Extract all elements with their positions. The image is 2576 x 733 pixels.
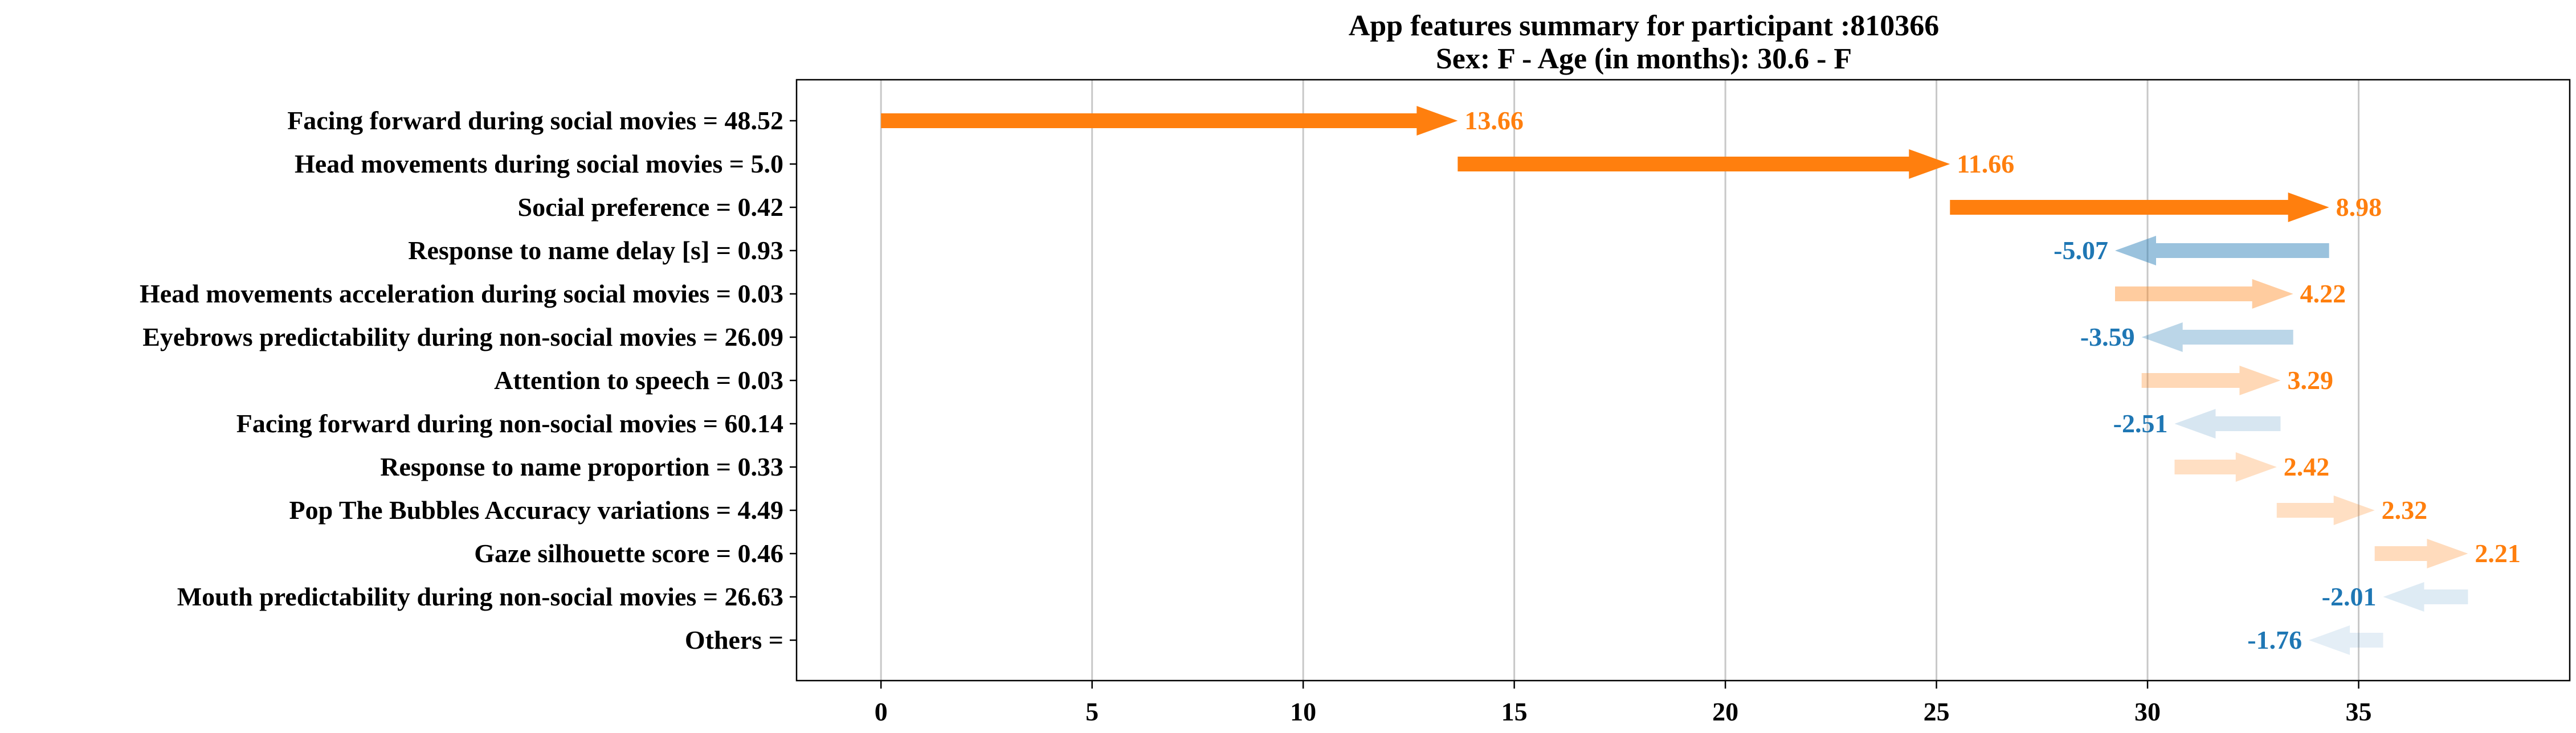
feature-label-4: Head movements acceleration during socia… [140, 279, 783, 308]
arrow-2 [1950, 193, 2329, 222]
arrow-5 [2142, 322, 2293, 352]
arrow-3 [2115, 236, 2329, 265]
feature-label-1: Head movements during social movies = 5.… [295, 149, 783, 178]
value-label-7: -2.51 [2113, 409, 2168, 438]
feature-label-0: Facing forward during social movies = 48… [287, 106, 783, 135]
arrow-11 [2383, 582, 2468, 612]
feature-label-2: Social preference = 0.42 [517, 193, 783, 222]
arrow-10 [2375, 539, 2468, 568]
arrow-8 [2174, 452, 2276, 482]
arrow-12 [2309, 625, 2383, 655]
feature-label-8: Response to name proportion = 0.33 [380, 452, 783, 481]
x-tick-label: 30 [2134, 697, 2161, 726]
feature-label-10: Gaze silhouette score = 0.46 [474, 539, 783, 568]
arrow-6 [2142, 366, 2281, 395]
feature-label-6: Attention to speech = 0.03 [494, 366, 783, 395]
x-tick-label: 0 [875, 697, 888, 726]
x-tick-label: 35 [2346, 697, 2372, 726]
value-label-5: -3.59 [2080, 322, 2135, 351]
arrow-9 [2277, 496, 2375, 525]
arrows [881, 106, 2468, 655]
x-tick-label: 10 [1290, 697, 1316, 726]
value-label-0: 13.66 [1464, 106, 1524, 135]
feature-label-9: Pop The Bubbles Accuracy variations = 4.… [289, 496, 784, 525]
value-label-4: 4.22 [2300, 279, 2346, 308]
feature-label-11: Mouth predictability during non-social m… [177, 582, 783, 611]
x-tick-label: 15 [1501, 697, 1528, 726]
value-label-1: 11.66 [1957, 149, 2014, 178]
arrow-4 [2115, 279, 2293, 309]
arrow-0 [881, 106, 1458, 136]
value-label-2: 8.98 [2336, 193, 2382, 222]
value-label-10: 2.21 [2475, 539, 2521, 568]
value-label-6: 3.29 [2287, 366, 2333, 395]
chart-title: App features summary for participant :81… [1349, 10, 1940, 42]
chart-subtitle: Sex: F - Age (in months): 30.6 - F [1436, 43, 1852, 75]
value-label-3: -5.07 [2054, 236, 2108, 265]
x-tick-label: 25 [1924, 697, 1950, 726]
x-tick-label: 20 [1712, 697, 1738, 726]
feature-label-12: Others = [685, 625, 783, 654]
value-label-11: -2.01 [2322, 582, 2377, 611]
feature-labels: Facing forward during social movies = 48… [140, 106, 797, 654]
x-tick-label: 5 [1085, 697, 1099, 726]
feature-label-3: Response to name delay [s] = 0.93 [408, 236, 783, 265]
x-tick-labels: 0 5 10 15 20 25 30 35 [875, 681, 2372, 726]
value-label-8: 2.42 [2284, 452, 2330, 481]
value-label-12: -1.76 [2247, 625, 2302, 654]
value-labels: 13.66 11.66 8.98 -5.07 4.22 -3.59 3.29 -2.51 2.4… [1464, 106, 2521, 654]
arrow-7 [2174, 409, 2280, 439]
arrow-1 [1458, 149, 1950, 179]
feature-label-7: Facing forward during non-social movies … [236, 409, 783, 438]
feature-label-5: Eyebrows predictability during non-socia… [142, 322, 783, 351]
value-label-9: 2.32 [2382, 496, 2428, 525]
